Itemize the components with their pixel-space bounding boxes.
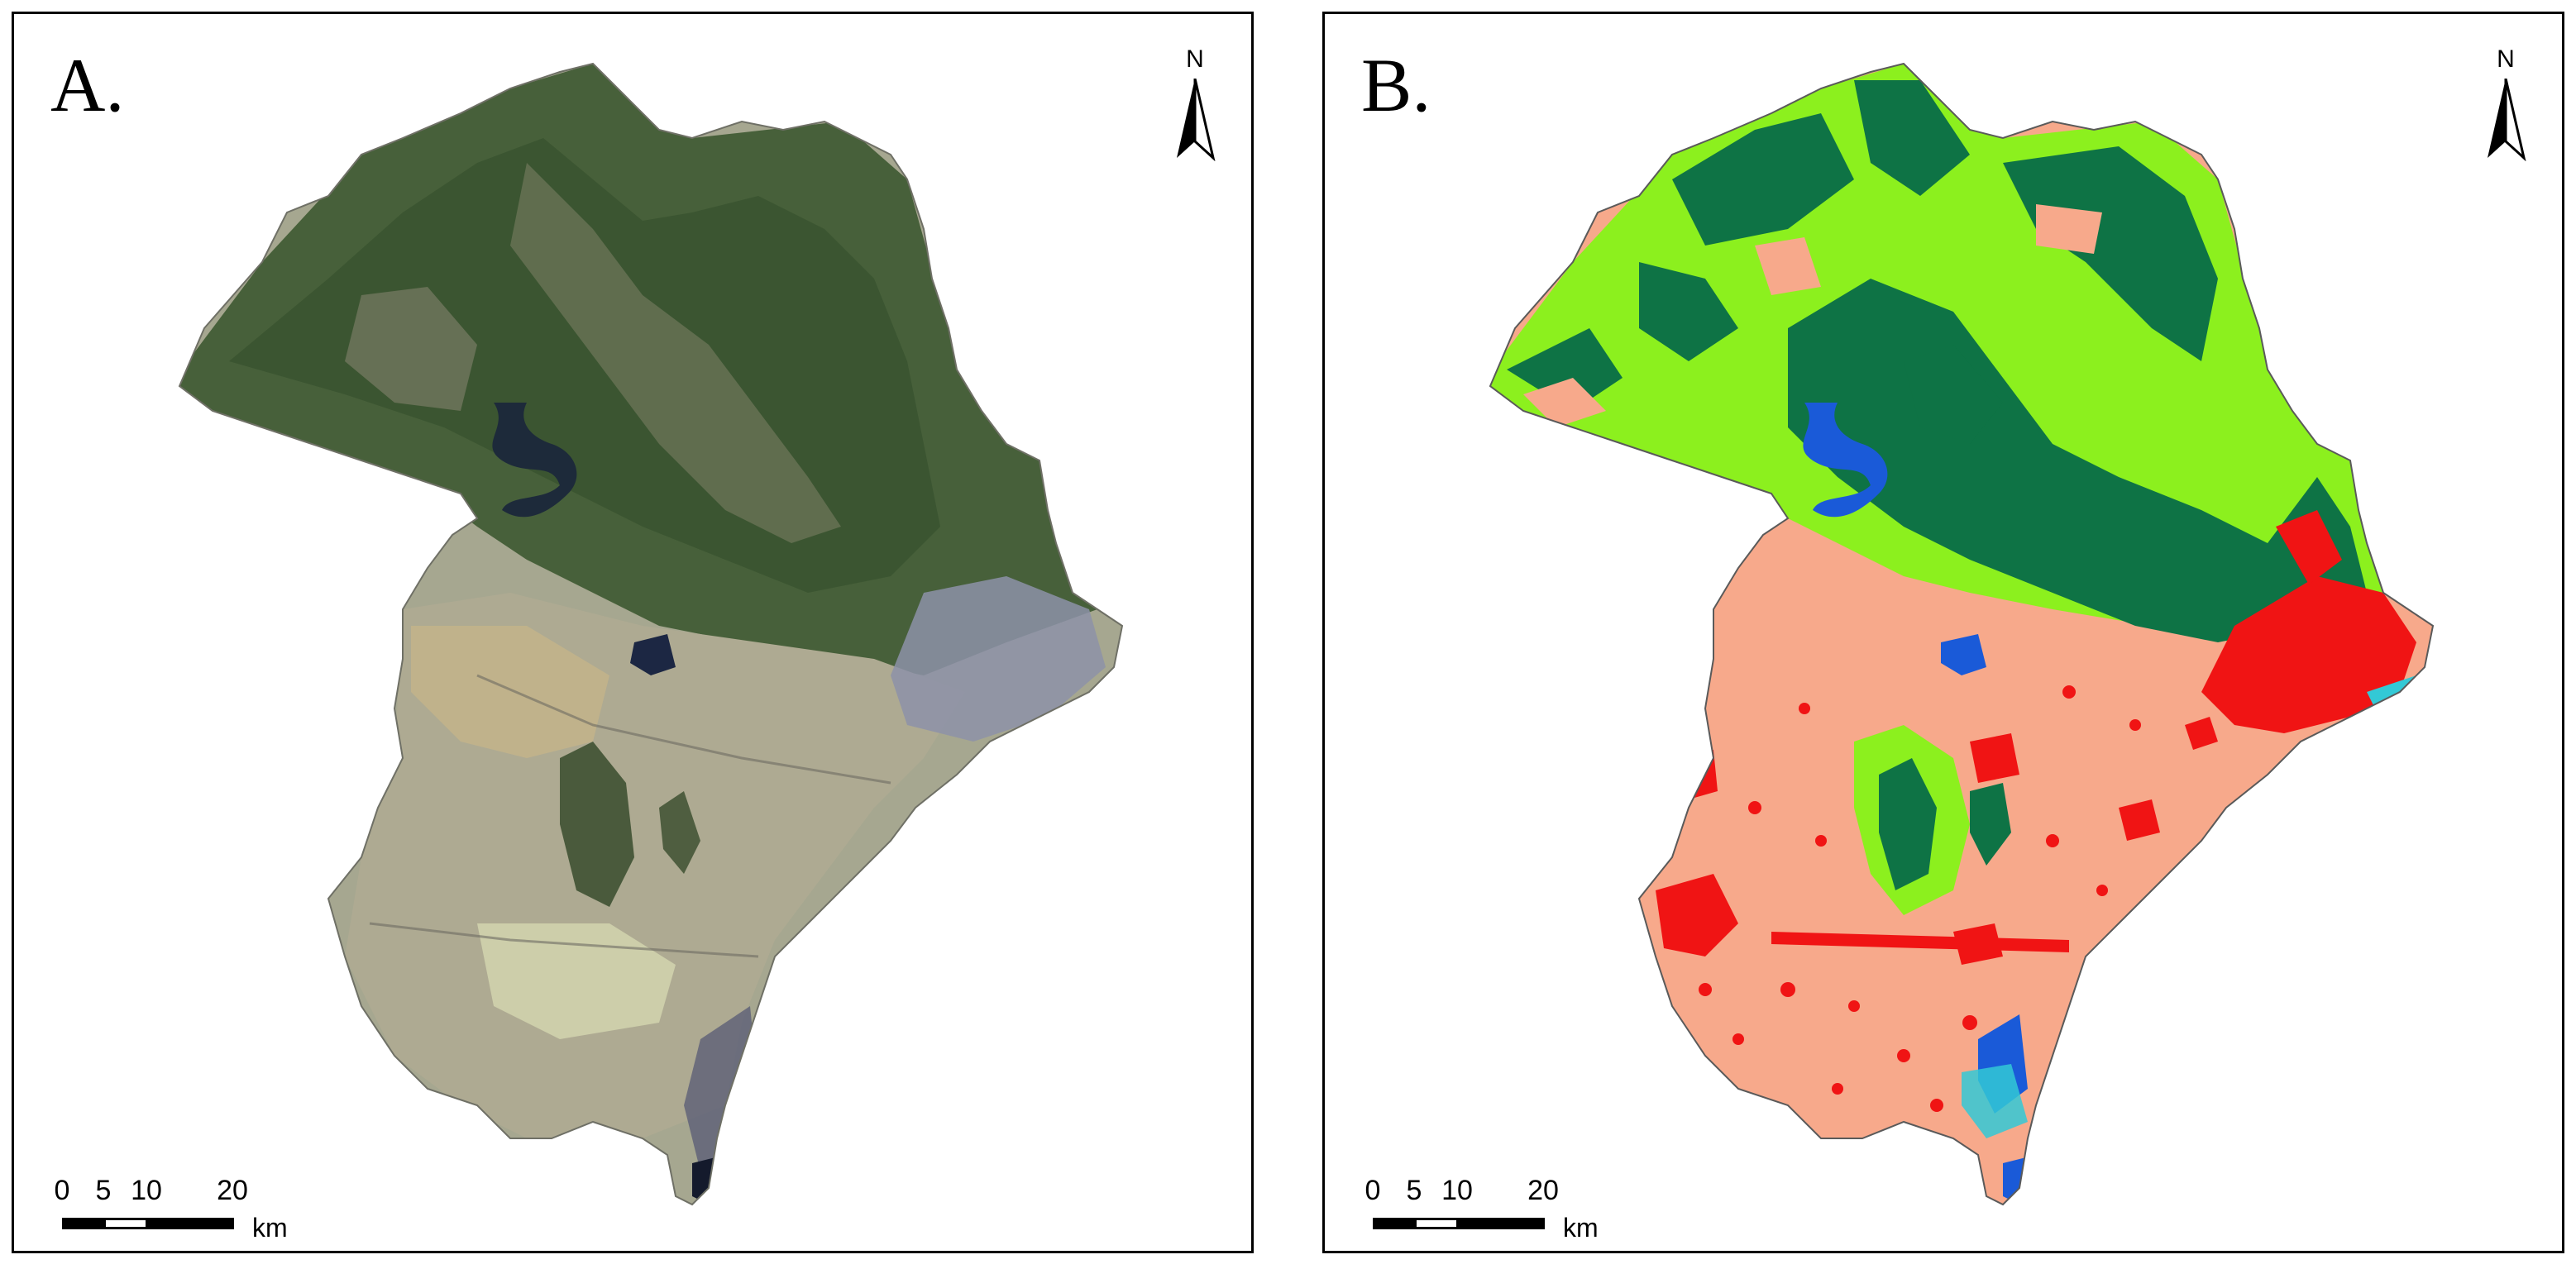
scale-tick-20: 20 — [1527, 1175, 1559, 1206]
scale-segment — [146, 1218, 234, 1229]
north-arrow: N — [2483, 45, 2529, 161]
built-up-class — [2201, 576, 2416, 733]
scale-unit: km — [1563, 1213, 1599, 1243]
scale-segment — [62, 1218, 105, 1229]
classified-land-cover — [1490, 64, 2433, 1205]
north-label: N — [1186, 45, 1204, 73]
scale-tick-0: 0 — [1364, 1175, 1381, 1206]
scale-segment — [1373, 1218, 1416, 1229]
scale-segment — [1457, 1218, 1545, 1229]
north-arrow-icon — [1177, 79, 1216, 161]
panel-b-classification-map: B. N 0 5 10 20 km — [1322, 12, 2564, 1253]
scale-tick-5: 5 — [95, 1175, 112, 1206]
scale-bar: 0 5 10 20 km — [1364, 1175, 1664, 1243]
satellite-map-image — [178, 62, 1124, 1206]
scale-tick-10: 10 — [1441, 1175, 1473, 1206]
panel-label: A. — [50, 43, 125, 127]
scale-segment — [1414, 1218, 1459, 1229]
north-label: N — [2497, 45, 2515, 73]
north-arrow: N — [1172, 45, 1218, 161]
water-class — [1803, 403, 1888, 518]
scale-tick-0: 0 — [54, 1175, 70, 1206]
scale-segment — [103, 1218, 148, 1229]
scale-tick-20: 20 — [217, 1175, 248, 1206]
panel-a-satellite-map: A. N 0 5 10 20 km — [12, 12, 1254, 1253]
region-boundary — [178, 62, 1124, 1206]
north-arrow-icon — [2488, 79, 2526, 161]
scale-bar: 0 5 10 20 km — [54, 1175, 353, 1243]
scale-tick-10: 10 — [131, 1175, 162, 1206]
region-boundary — [1489, 62, 2435, 1206]
scale-unit: km — [252, 1213, 288, 1243]
panel-label: B. — [1361, 43, 1431, 127]
scale-tick-5: 5 — [1406, 1175, 1422, 1206]
land-cover-map — [1489, 62, 2435, 1206]
satellite-imagery — [179, 64, 1122, 1205]
